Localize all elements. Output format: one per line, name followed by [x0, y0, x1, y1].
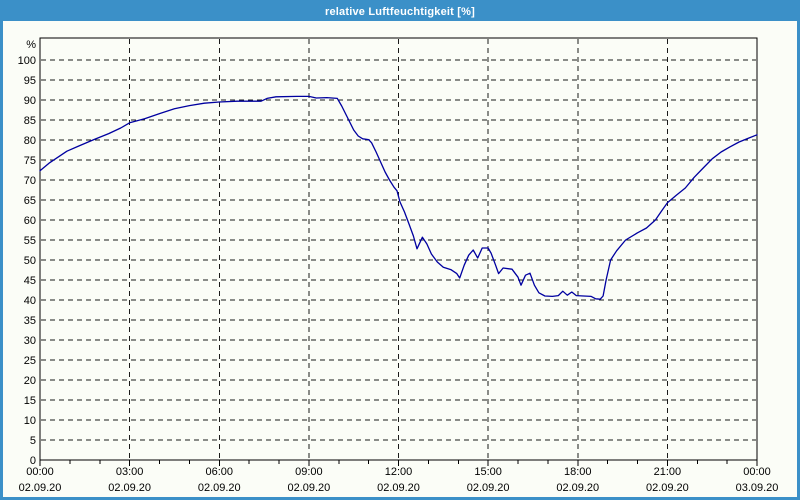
x-axis-date-label: 02.09.20 [646, 482, 689, 494]
humidity-series-line [39, 95, 758, 300]
y-axis-tick-label: 60 [24, 215, 36, 227]
x-axis-date-label: 02.09.20 [556, 482, 599, 494]
x-axis-time-label: 00:00 [743, 466, 771, 478]
window-title: relative Luftfeuchtigkeit [%] [324, 6, 476, 18]
y-axis-tick-label: 30 [24, 335, 36, 347]
y-axis-tick-label: 25 [24, 355, 36, 367]
x-axis-time-label: 21:00 [654, 466, 682, 478]
x-axis-date-label: 02.09.20 [467, 482, 510, 494]
x-axis-time-label: 00:00 [26, 466, 54, 478]
window-title-bar[interactable]: relative Luftfeuchtigkeit [%] [3, 3, 797, 21]
humidity-chart: 0 5 10 15 20 25 30 35 40 45 50 55 60 65 70 75 80 85 90 95 10… [18, 37, 779, 494]
x-axis-date-label: 02.09.20 [108, 482, 151, 494]
x-axis-date-label: 02.09.20 [287, 482, 330, 494]
x-axis-date-label: 02.09.20 [19, 482, 62, 494]
y-axis-tick-label: 0 [30, 455, 36, 467]
y-axis-tick-label: 100 [18, 55, 36, 67]
x-axis-date-label: 02.09.20 [198, 482, 241, 494]
y-axis-tick-label: 80 [24, 135, 36, 147]
y-axis-tick-label: 85 [24, 115, 36, 127]
x-axis-time-label: 09:00 [295, 466, 323, 478]
y-axis-tick-label: 55 [24, 235, 36, 247]
y-axis-tick-label: 75 [24, 155, 36, 167]
chart-area: 0 5 10 15 20 25 30 35 40 45 50 55 60 65 70 75 80 85 90 95 10… [3, 21, 797, 497]
y-axis-unit-label: % [26, 39, 36, 51]
x-axis-time-label: 18:00 [564, 466, 592, 478]
y-axis-tick-label: 65 [24, 195, 36, 207]
y-axis-tick-label: 50 [24, 255, 36, 267]
x-axis-time-label: 06:00 [205, 466, 233, 478]
y-axis-tick-label: 70 [24, 175, 36, 187]
y-axis-tick-label: 20 [24, 375, 36, 387]
x-axis-time-label: 12:00 [385, 466, 413, 478]
x-axis-date-label: 02.09.20 [377, 482, 420, 494]
y-axis-tick-label: 10 [24, 415, 36, 427]
y-axis-tick-label: 35 [24, 315, 36, 327]
y-axis-tick-label: 15 [24, 395, 36, 407]
x-axis-date-label: 03.09.20 [736, 482, 779, 494]
y-axis-tick-label: 40 [24, 295, 36, 307]
y-axis-tick-label: 95 [24, 75, 36, 87]
x-axis-time-label: 15:00 [474, 466, 502, 478]
y-axis-tick-label: 90 [24, 95, 36, 107]
y-axis-tick-label: 45 [24, 275, 36, 287]
y-axis-tick-label: 5 [30, 435, 36, 447]
x-axis-time-label: 03:00 [116, 466, 144, 478]
